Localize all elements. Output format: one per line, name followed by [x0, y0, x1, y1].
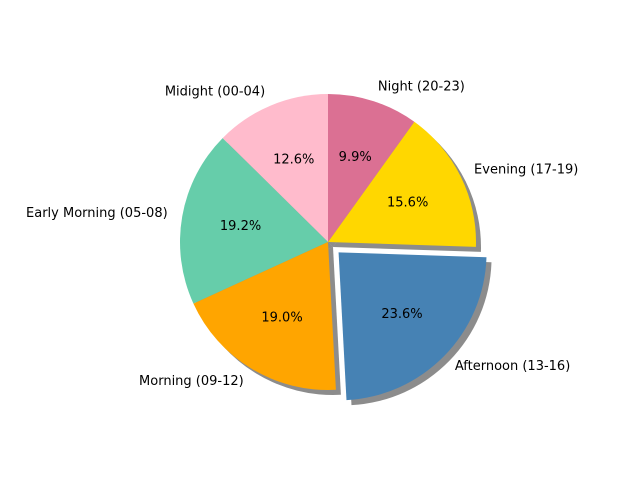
slice-label-morning-09-12: Morning (09-12)	[139, 374, 244, 389]
slice-label-early-morning-05-08: Early Morning (05-08)	[26, 206, 168, 221]
pie-slice-morning-09-12	[193, 242, 336, 390]
slice-label-night-20-23: Night (20-23)	[378, 80, 465, 95]
pie-slice-afternoon-13-16	[338, 252, 487, 401]
slice-percent-early-morning-05-08: 19.2%	[220, 219, 261, 234]
slice-layer	[180, 94, 487, 401]
pie-slice-early-morning-05-08	[180, 138, 328, 304]
slice-label-midight-00-04: Midight (00-04)	[165, 84, 265, 99]
slice-percent-evening-17-19: 15.6%	[387, 195, 428, 210]
slice-percent-night-20-23: 9.9%	[339, 150, 372, 165]
pie-slice-evening-17-19	[328, 121, 476, 247]
pie-slice-night-20-23	[328, 94, 415, 242]
label-layer: Midight (00-04) 12.6% Early Morning (05-08…	[26, 80, 578, 389]
slice-percent-morning-09-12: 19.0%	[261, 310, 302, 325]
pie-slice-midight-00-04	[222, 94, 328, 242]
slice-label-evening-17-19: Evening (17-19)	[474, 163, 578, 178]
slice-label-afternoon-13-16: Afternoon (13-16)	[455, 359, 570, 374]
slice-percent-afternoon-13-16: 23.6%	[381, 307, 422, 322]
slice-percent-midight-00-04: 12.6%	[273, 153, 314, 168]
